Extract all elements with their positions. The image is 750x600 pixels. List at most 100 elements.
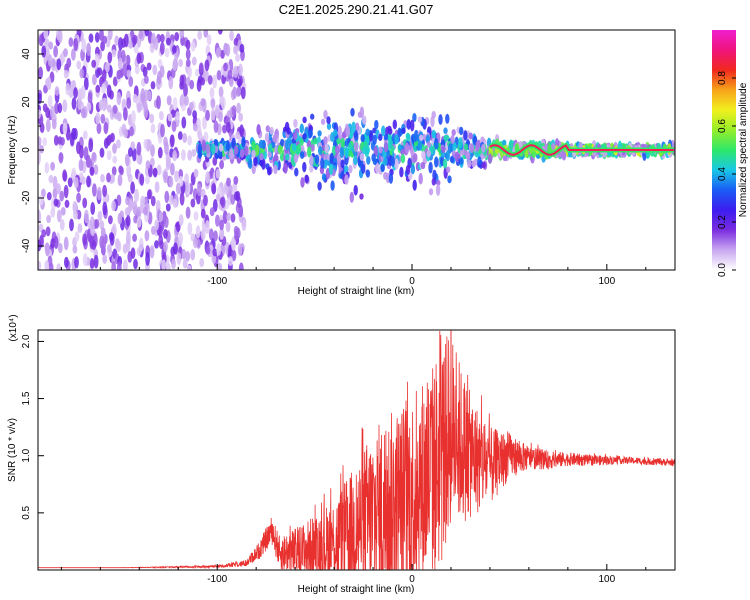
spectrogram-cell	[111, 261, 117, 270]
spectrogram-cell	[365, 128, 370, 136]
spectrogram-cell	[50, 105, 55, 118]
spectrogram-cell	[225, 142, 231, 152]
spectrogram-cell	[397, 144, 403, 151]
spectrogram-cell	[238, 63, 244, 76]
snr-y-ticks: 0.5 1.0 1.5 2.0	[21, 334, 44, 520]
spectrogram-cell	[157, 146, 163, 159]
spectrogram-cell	[163, 241, 168, 253]
spectrogram-cell	[473, 158, 479, 166]
spectrogram-cell	[144, 230, 150, 242]
spectrogram-cell	[38, 109, 41, 120]
spectrogram-cell	[65, 82, 71, 96]
spectrogram-cell	[417, 116, 423, 123]
spectrogram-cell	[330, 180, 335, 191]
spectrogram-cell	[279, 152, 285, 162]
spectrogram-cell	[100, 113, 106, 124]
spectrogram-cell	[54, 86, 60, 96]
spectrogram-cell	[459, 157, 464, 165]
spectrogram-cell	[62, 122, 68, 135]
snr-x-tick-label: -100	[207, 574, 227, 585]
spectrogram-cell	[134, 64, 140, 75]
spectrogram-cell	[216, 70, 222, 81]
spectrogram-cell	[131, 110, 136, 124]
spectrogram-cell	[95, 84, 101, 93]
spectrogram-cell	[111, 49, 117, 58]
spectrogram-cell	[264, 132, 270, 142]
spectrogram-cell	[200, 77, 206, 86]
spectrogram-cell	[83, 77, 89, 91]
spectrogram-cell	[159, 41, 165, 55]
spectrogram-cell	[57, 102, 63, 114]
spectrogram-cell	[320, 157, 325, 169]
spectrogram-cell	[215, 169, 221, 179]
spectrogram-cell	[133, 44, 139, 54]
spectrogram-cell	[551, 142, 556, 150]
snr-y-tick-label: 0.5	[21, 505, 32, 519]
spectrogram-cell	[154, 219, 160, 231]
spectrogram-cell	[53, 134, 59, 146]
spectrogram-cell	[123, 128, 128, 139]
spectrogram-cell	[324, 143, 329, 154]
spectrogram-cell	[259, 152, 264, 161]
spectrogram-cell	[170, 162, 175, 176]
spectrogram-cell	[340, 159, 345, 169]
spectrogram-cell	[231, 105, 237, 116]
spectrogram-cell	[84, 209, 89, 224]
spectrogram-cell	[167, 113, 173, 122]
spectrogram-cell	[178, 214, 184, 226]
spectrogram-cell	[186, 264, 192, 270]
spectrogram-cell	[508, 139, 514, 152]
spectrogram-cell	[96, 186, 102, 201]
spectrogram-cell	[100, 227, 106, 238]
spectrogram-cell	[183, 83, 188, 98]
spectrogram-cell	[211, 182, 217, 195]
spectrogram-cell	[72, 245, 78, 254]
spectrogram-cell	[62, 169, 67, 182]
spectrogram-cell	[293, 118, 298, 128]
spectrogram-cell	[73, 210, 78, 220]
spectrogram-cell	[450, 134, 455, 144]
spectrogram-cell	[45, 107, 51, 119]
spectrogram-cell	[197, 30, 203, 41]
spectrogram-cell	[383, 141, 389, 153]
spectrogram-cell	[81, 38, 87, 53]
spectrogram-cell	[233, 225, 239, 236]
spectrogram-cell	[267, 151, 272, 159]
spectrogram-cell	[236, 78, 242, 88]
spectrogram-cell	[372, 158, 378, 165]
spectrogram-cell	[89, 166, 95, 176]
spectrogram-cell	[112, 155, 118, 164]
spectrogram-cell	[86, 42, 91, 57]
spectrogram-cell	[96, 122, 102, 135]
spectrogram-cell	[94, 32, 100, 43]
spectrogram-cell	[268, 143, 273, 153]
spectrogram-cell	[359, 152, 365, 162]
spectrogram-y-tick-label: 40	[21, 48, 32, 60]
spectrogram-cell	[366, 155, 371, 165]
spectrogram-cell	[323, 109, 328, 120]
spectrogram-cell	[48, 262, 54, 270]
spectrogram-cell	[179, 74, 185, 87]
spectrogram-cell	[323, 136, 328, 146]
spectrogram-cell	[107, 51, 113, 64]
spectrogram-cell	[185, 58, 191, 68]
spectrogram-cell	[300, 144, 305, 154]
spectrogram-cell	[142, 100, 148, 110]
spectrogram-cell	[164, 190, 170, 204]
spectrogram-cell	[95, 112, 101, 125]
spectrogram-cell	[143, 138, 149, 149]
spectrogram-cell	[161, 259, 166, 270]
spectrogram-cell	[66, 57, 72, 69]
spectrogram-cell	[239, 124, 245, 138]
colorbar-tick-label: 0.2	[717, 215, 728, 229]
spectrogram-cell	[313, 137, 318, 145]
spectrogram-cell	[128, 76, 134, 87]
spectrogram-cell	[44, 162, 50, 174]
spectrogram-cell	[50, 207, 56, 218]
spectrogram-cell	[399, 166, 404, 178]
spectrogram-cell	[428, 188, 434, 196]
spectrogram-cell	[88, 33, 94, 43]
spectrogram-cell	[41, 229, 47, 238]
spectrogram-cell	[233, 175, 239, 185]
